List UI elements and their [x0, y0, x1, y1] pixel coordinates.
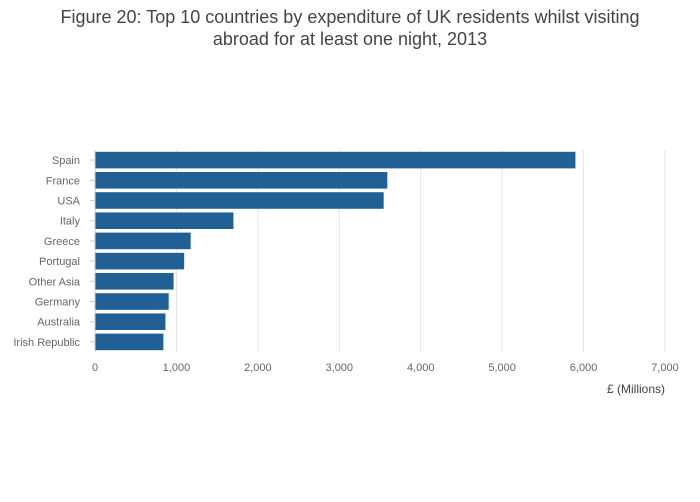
bar: [95, 172, 388, 189]
y-tick-label: Spain: [52, 155, 80, 167]
bar: [95, 273, 174, 290]
x-tick-label: 0: [92, 362, 98, 374]
y-tick-label: Germany: [35, 297, 81, 309]
y-tick-label: Irish Republic: [13, 337, 80, 349]
chart-title: Figure 20: Top 10 countries by expenditu…: [0, 6, 700, 50]
y-tick-label: Other Asia: [29, 276, 81, 288]
x-tick-label: 6,000: [570, 362, 598, 374]
x-tick-label: 5,000: [488, 362, 516, 374]
y-axis: Spain France USA Italy Greece Portugal Other A…: [13, 150, 96, 352]
y-tick-label: Australia: [37, 317, 81, 329]
x-axis-title: £ (Millions): [607, 382, 665, 396]
y-tick-label: USA: [57, 196, 80, 208]
chart-title-line-2: abroad for at least one night, 2013: [212, 29, 488, 49]
bar: [95, 313, 166, 330]
y-tick-label: France: [46, 175, 80, 187]
y-tick-label: Portugal: [39, 256, 80, 268]
y-tick-label: Italy: [60, 216, 81, 228]
x-tick-label: 3,000: [326, 362, 354, 374]
bar: [95, 212, 234, 229]
x-axis: 0 1,000 2,000 3,000 4,000 5,000 6,000 7,000: [92, 362, 679, 374]
x-tick-label: 7,000: [651, 362, 679, 374]
x-tick-label: 4,000: [407, 362, 435, 374]
x-tick-label: 1,000: [163, 362, 191, 374]
bar: [95, 151, 576, 169]
bar: [95, 232, 191, 250]
bar: [95, 293, 169, 310]
chart-title-line-1: Figure 20: Top 10 countries by expenditu…: [60, 7, 640, 27]
bar: [95, 252, 185, 270]
bar: [95, 333, 164, 351]
y-tick-label: Greece: [44, 236, 80, 248]
bars: [95, 151, 576, 351]
bar: [95, 192, 384, 209]
x-tick-label: 2,000: [244, 362, 272, 374]
